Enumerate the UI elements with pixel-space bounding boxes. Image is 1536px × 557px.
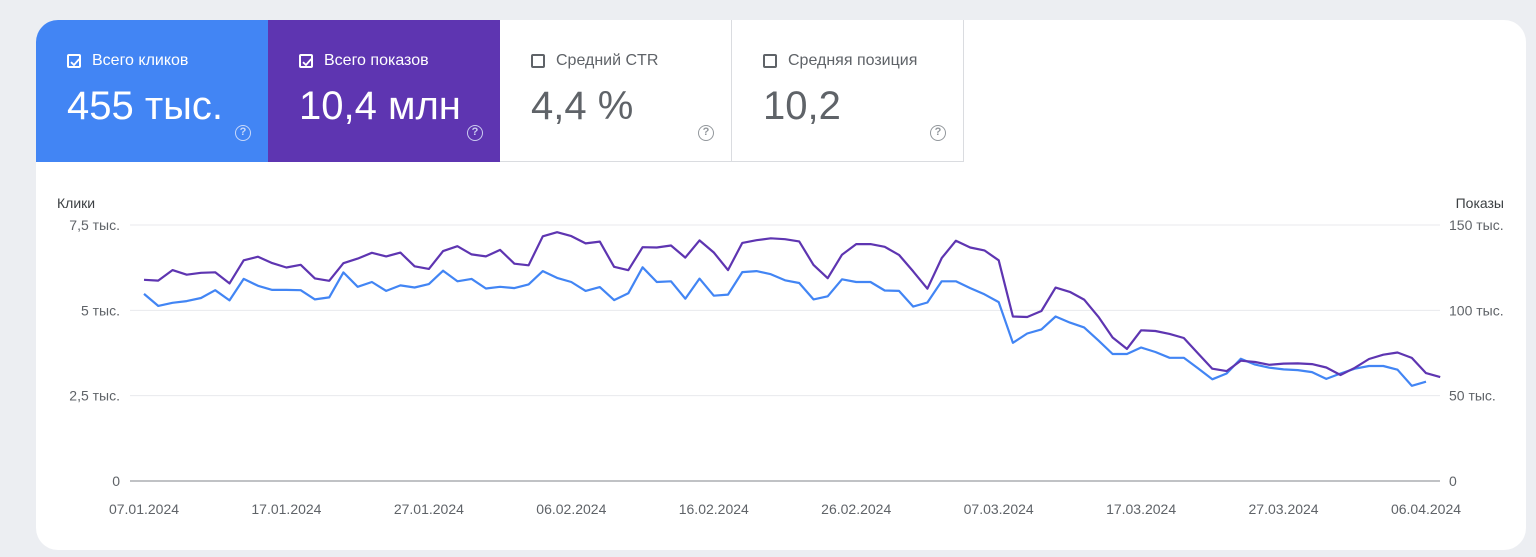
metric-value-clicks: 455 тыс. [67, 84, 224, 128]
help-icon[interactable]: ? [235, 125, 251, 141]
impressions-series-line [143, 231, 1441, 379]
metric-tile-ctr[interactable]: Средний CTR 4,4 % ? [500, 20, 732, 162]
x-tick-label: 27.01.2024 [394, 501, 464, 517]
performance-chart: Клики Показы 0 2,5 тыс. 5 тыс. 7,5 тыс. 0 50… [57, 195, 1504, 517]
y-axis-right-ticks: 0 50 тыс. 100 тыс. 150 тыс. [1449, 217, 1504, 489]
chart-gridlines [130, 224, 1440, 482]
metric-tile-clicks[interactable]: Всего кликов 455 тыс. ? [36, 20, 268, 162]
metric-label-clicks: Всего кликов [92, 52, 189, 69]
y-right-tick-label: 150 тыс. [1449, 217, 1504, 233]
metric-label-impressions: Всего показов [324, 52, 429, 69]
performance-card: Всего кликов 455 тыс. ? Всего показов 10… [36, 20, 1526, 550]
y-left-tick-label: 0 [112, 473, 120, 489]
y-axis-right-label: Показы [1456, 195, 1504, 211]
chart-series [143, 231, 1441, 387]
metric-tile-impressions[interactable]: Всего показов 10,4 млн ? [268, 20, 500, 162]
x-tick-label: 16.02.2024 [679, 501, 749, 517]
metric-value-ctr: 4,4 % [531, 84, 634, 128]
x-tick-label: 26.02.2024 [821, 501, 891, 517]
y-axis-left-label: Клики [57, 195, 95, 211]
help-icon[interactable]: ? [698, 125, 714, 141]
metric-tile-position[interactable]: Средняя позиция 10,2 ? [732, 20, 964, 162]
checkbox-checked-icon[interactable] [299, 54, 313, 68]
x-axis-ticks: 07.01.2024 17.01.2024 27.01.2024 06.02.2024… [109, 501, 1461, 517]
metric-value-position: 10,2 [763, 84, 841, 128]
help-icon[interactable]: ? [467, 125, 483, 141]
y-left-tick-label: 7,5 тыс. [69, 217, 120, 233]
x-tick-label: 06.04.2024 [1391, 501, 1461, 517]
clicks-series-line [143, 266, 1427, 387]
help-icon[interactable]: ? [930, 125, 946, 141]
y-left-tick-label: 2,5 тыс. [69, 388, 120, 404]
x-tick-label: 17.03.2024 [1106, 501, 1176, 517]
y-axis-left-ticks: 0 2,5 тыс. 5 тыс. 7,5 тыс. [69, 217, 120, 489]
checkbox-checked-icon[interactable] [67, 54, 81, 68]
x-tick-label: 06.02.2024 [536, 501, 606, 517]
y-right-tick-label: 100 тыс. [1449, 302, 1504, 318]
y-right-tick-label: 0 [1449, 473, 1457, 489]
x-tick-label: 27.03.2024 [1249, 501, 1319, 517]
checkbox-unchecked-icon[interactable] [763, 54, 777, 68]
checkbox-unchecked-icon[interactable] [531, 54, 545, 68]
y-left-tick-label: 5 тыс. [81, 302, 120, 318]
x-tick-label: 07.03.2024 [964, 501, 1034, 517]
metric-label-position: Средняя позиция [788, 52, 918, 69]
metric-tiles: Всего кликов 455 тыс. ? Всего показов 10… [36, 20, 964, 162]
metric-label-ctr: Средний CTR [556, 52, 659, 69]
x-tick-label: 17.01.2024 [251, 501, 321, 517]
y-right-tick-label: 50 тыс. [1449, 388, 1496, 404]
metric-value-impressions: 10,4 млн [299, 84, 461, 128]
x-tick-label: 07.01.2024 [109, 501, 179, 517]
